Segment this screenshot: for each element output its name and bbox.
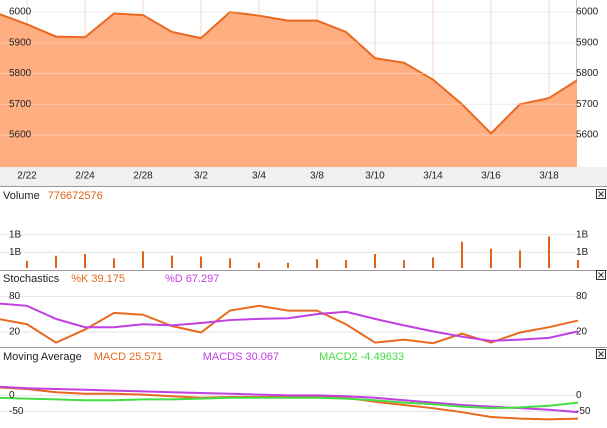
volume-bar bbox=[374, 253, 376, 268]
volume-bar bbox=[548, 236, 550, 268]
volume-bar bbox=[171, 255, 173, 268]
volume-bar bbox=[316, 259, 318, 268]
volume-bar bbox=[345, 260, 347, 268]
volume-bar bbox=[84, 253, 86, 268]
y-tick-label: 20 bbox=[9, 327, 21, 338]
y-tick-label: 5700 bbox=[9, 99, 32, 110]
indicator-line bbox=[0, 396, 579, 410]
panel bbox=[0, 0, 577, 167]
panel-header: Stochastics %K 39.175 %D 67.297 bbox=[3, 273, 219, 285]
volume-bar bbox=[113, 258, 115, 268]
panel bbox=[0, 385, 579, 421]
legend-value: 67.297 bbox=[186, 273, 220, 285]
panel-header: Moving Average MACD 25.571 MACDS 30.067 MACD2… bbox=[3, 351, 404, 363]
y-tick-label: -50 bbox=[9, 406, 24, 417]
y-tick-label: 1B bbox=[576, 229, 589, 240]
x-axis-strip bbox=[0, 167, 607, 186]
panel-header: Volume 776672576 bbox=[3, 190, 103, 202]
volume-bar bbox=[26, 260, 28, 268]
area-fill bbox=[0, 11, 577, 167]
panel bbox=[0, 295, 579, 345]
y-tick-label: 20 bbox=[576, 327, 588, 338]
y-tick-label: 6000 bbox=[576, 7, 599, 18]
volume-bar bbox=[519, 250, 521, 268]
y-tick-label: 1B bbox=[9, 229, 22, 240]
y-tick-label: -50 bbox=[576, 406, 591, 417]
legend-name: MACDS bbox=[203, 351, 243, 363]
y-tick-label: 5800 bbox=[576, 68, 599, 79]
volume-bar bbox=[229, 258, 231, 268]
y-tick-label: 5900 bbox=[9, 37, 32, 48]
x-tick-label: 3/2 bbox=[194, 171, 208, 182]
volume-bar bbox=[432, 257, 434, 268]
panel-title: Moving Average bbox=[3, 351, 82, 363]
price-line bbox=[0, 10, 577, 135]
y-tick-label: 0 bbox=[9, 390, 15, 401]
volume-bar bbox=[403, 260, 405, 268]
volume-bar bbox=[577, 260, 579, 268]
x-tick-label: 3/8 bbox=[310, 171, 324, 182]
y-tick-label: 1B bbox=[576, 247, 589, 258]
volume-bar bbox=[490, 248, 492, 268]
y-tick-label: 1B bbox=[9, 247, 22, 258]
y-tick-label: 5600 bbox=[576, 130, 599, 141]
x-tick-label: 3/10 bbox=[365, 171, 385, 182]
x-tick-label: 2/28 bbox=[133, 171, 153, 182]
close-button[interactable] bbox=[596, 349, 606, 359]
volume-bar bbox=[200, 256, 202, 268]
panel bbox=[0, 234, 579, 268]
close-icon[interactable] bbox=[598, 272, 604, 278]
x-tick-label: 2/24 bbox=[75, 171, 95, 182]
volume-bar bbox=[287, 262, 289, 268]
y-tick-label: 80 bbox=[9, 291, 21, 302]
legend-name: %D bbox=[165, 273, 183, 285]
legend-value: 30.067 bbox=[245, 351, 279, 363]
indicator-line bbox=[0, 385, 579, 414]
close-button[interactable] bbox=[596, 189, 606, 199]
volume-bar bbox=[461, 241, 463, 268]
legend-name: MACD2 bbox=[319, 351, 358, 363]
legend-value: 776672576 bbox=[48, 190, 103, 202]
y-tick-label: 0 bbox=[576, 390, 582, 401]
y-tick-label: 5600 bbox=[9, 130, 32, 141]
volume-bar bbox=[55, 255, 57, 268]
close-icon[interactable] bbox=[598, 351, 604, 357]
y-tick-label: 6000 bbox=[9, 7, 32, 18]
x-tick-label: 3/14 bbox=[423, 171, 443, 182]
legend-value: 39.175 bbox=[91, 273, 125, 285]
indicator-line bbox=[0, 302, 579, 342]
legend-name: MACD bbox=[94, 351, 126, 363]
legend-name: %K bbox=[71, 273, 89, 285]
legend-name: Volume bbox=[3, 190, 40, 202]
x-tick-label: 2/22 bbox=[17, 171, 37, 182]
panel-title: Stochastics bbox=[3, 273, 60, 285]
x-tick-label: 3/16 bbox=[481, 171, 501, 182]
close-icon[interactable] bbox=[598, 191, 604, 197]
volume-bar bbox=[142, 251, 144, 268]
legend-value: -4.49633 bbox=[361, 351, 404, 363]
y-tick-label: 5800 bbox=[9, 68, 32, 79]
y-tick-label: 5900 bbox=[576, 37, 599, 48]
y-tick-label: 5700 bbox=[576, 99, 599, 110]
x-tick-label: 3/4 bbox=[252, 171, 266, 182]
volume-bar bbox=[258, 262, 260, 268]
legend-value: 25.571 bbox=[129, 351, 163, 363]
x-tick-label: 3/18 bbox=[539, 171, 559, 182]
y-tick-label: 80 bbox=[576, 291, 588, 302]
close-button[interactable] bbox=[596, 270, 606, 280]
